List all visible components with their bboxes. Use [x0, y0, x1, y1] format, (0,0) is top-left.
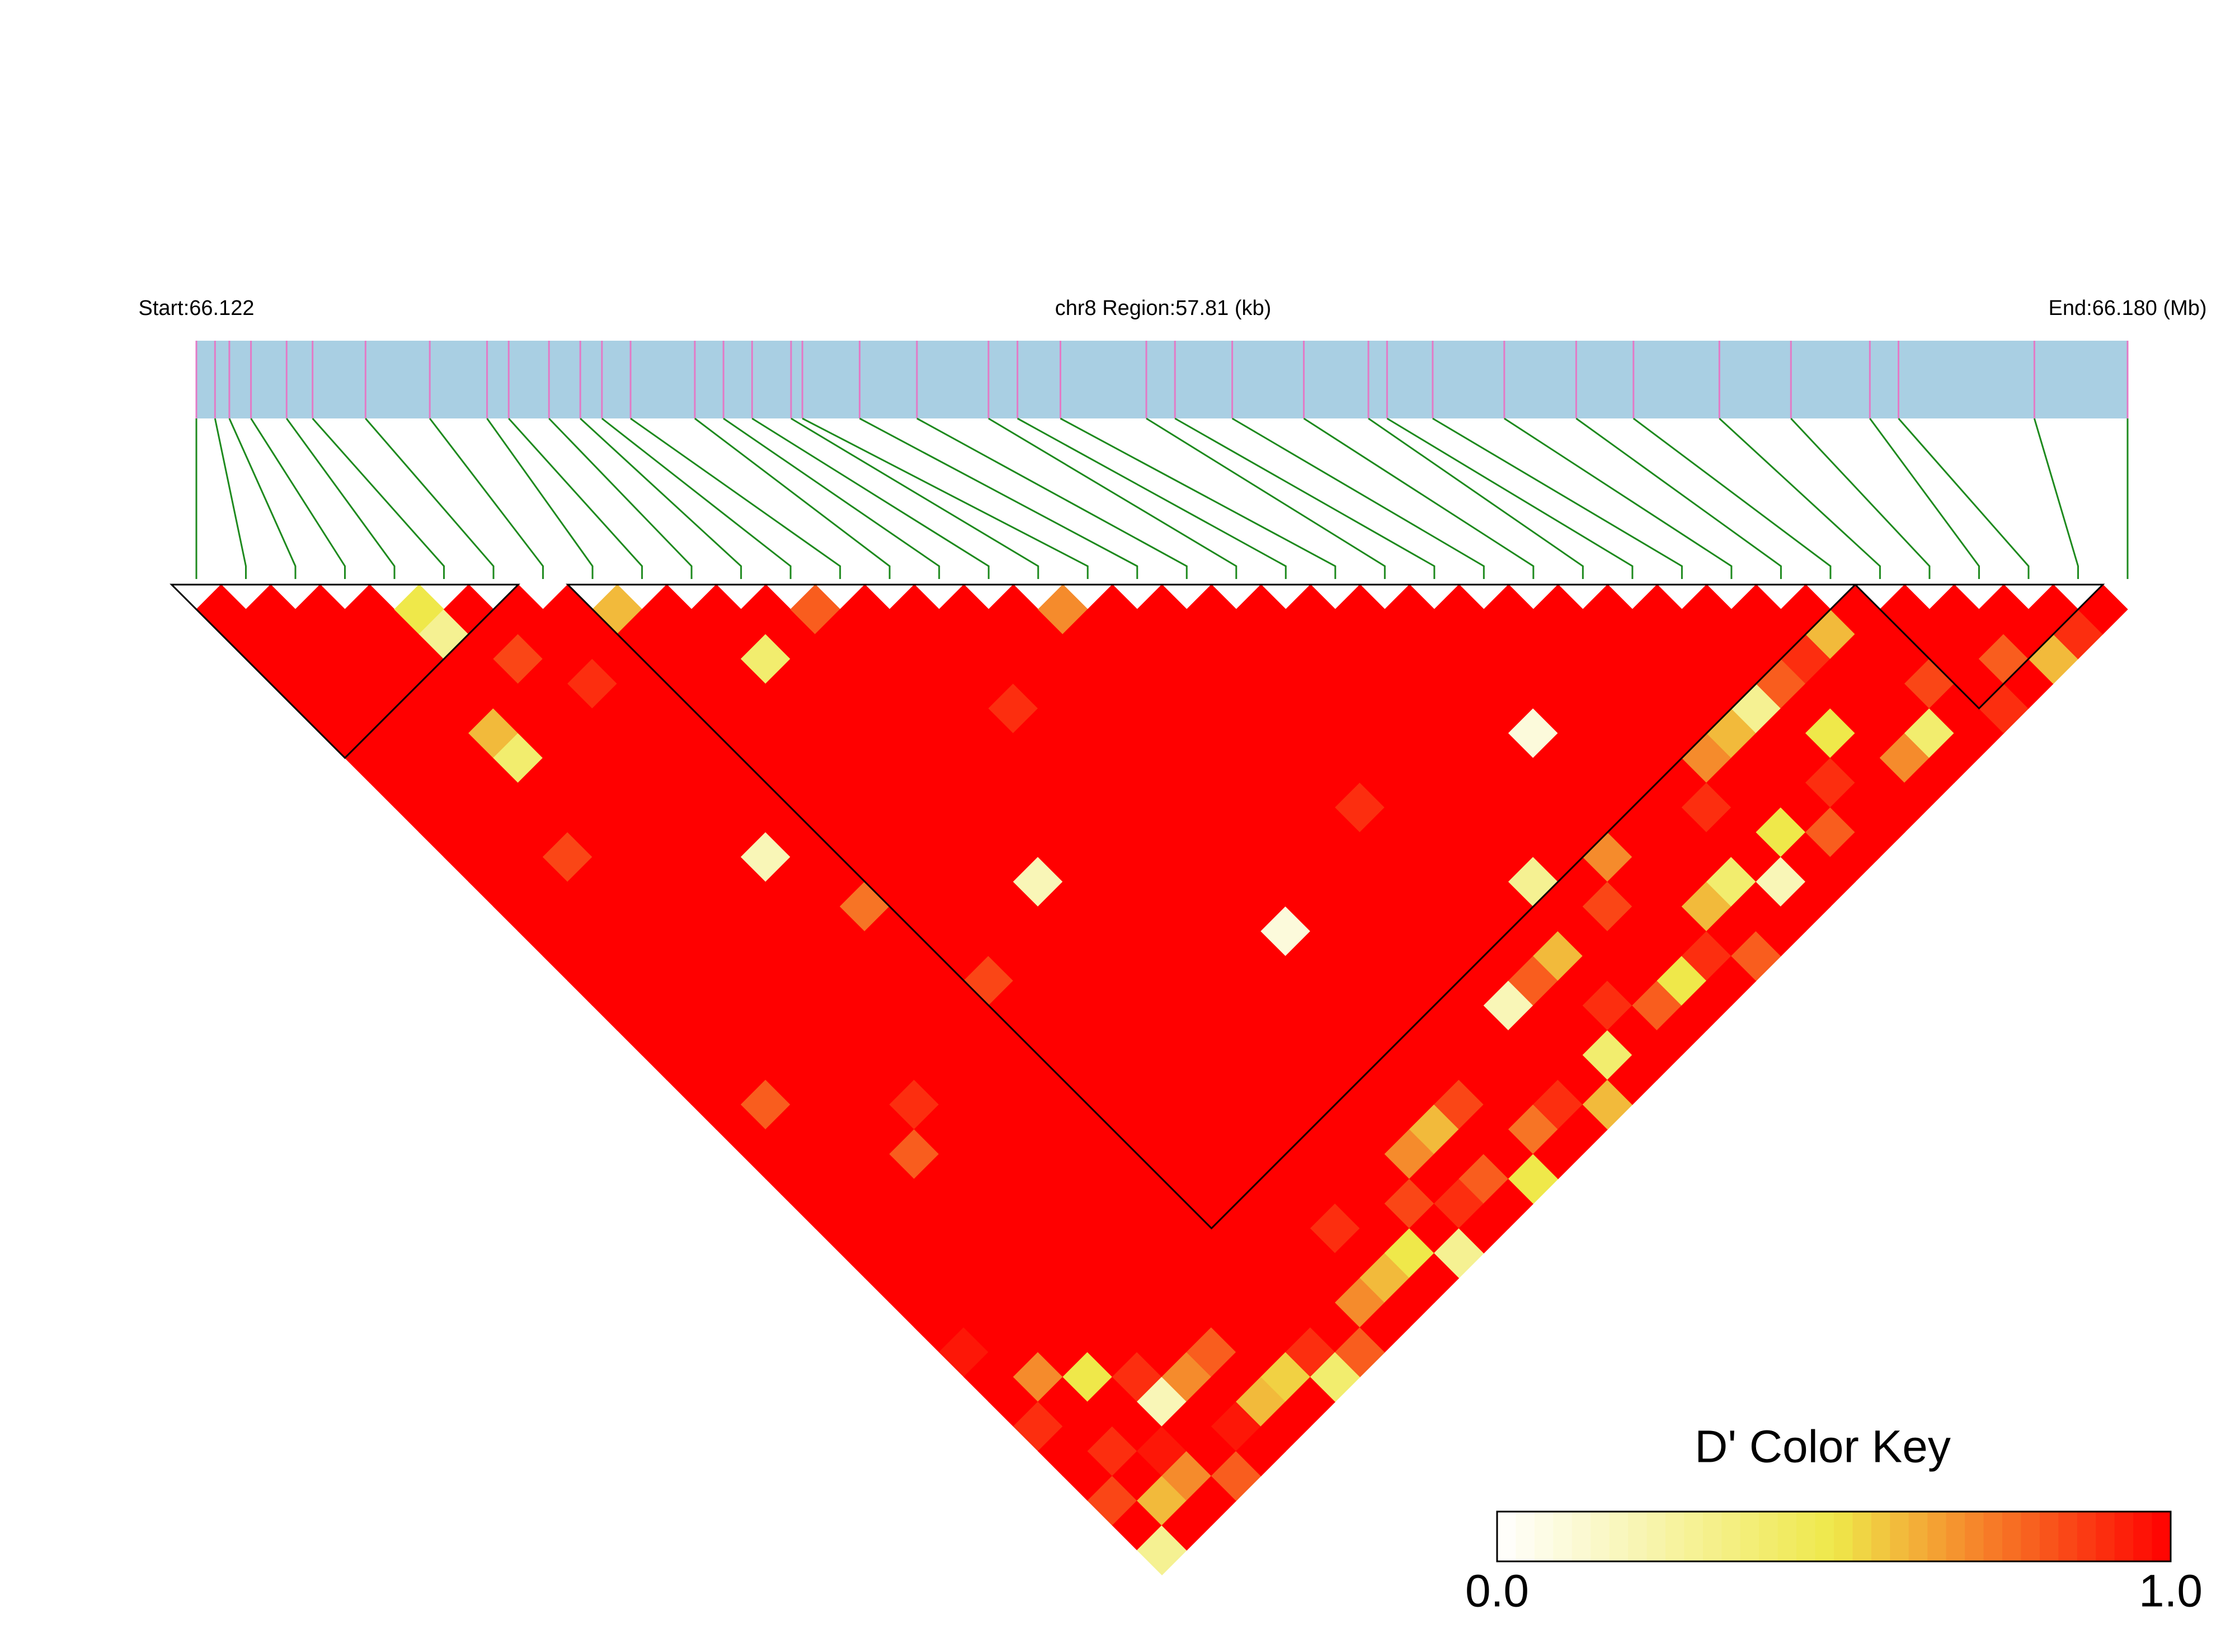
- color-key-swatch: [1927, 1512, 1947, 1561]
- snp-connector: [286, 418, 396, 579]
- color-key-swatch: [1983, 1512, 2003, 1561]
- color-key-swatch: [1646, 1512, 1666, 1561]
- color-key-swatch: [2133, 1512, 2153, 1561]
- snp-connector: [312, 418, 445, 579]
- snp-connector: [1303, 417, 1535, 579]
- snp-connector: [548, 417, 693, 579]
- snp-connector: [228, 418, 297, 579]
- snp-connector: [859, 417, 1138, 579]
- color-key-swatch: [1553, 1512, 1573, 1561]
- region-track: [196, 341, 2128, 418]
- color-key-frame: [1496, 1510, 2172, 1562]
- snp-connector: [580, 417, 742, 579]
- color-key-swatch: [1684, 1512, 1704, 1561]
- snp-connector: [1432, 417, 1683, 579]
- snp-connector: [1017, 417, 1287, 579]
- snp-connector: [916, 417, 1188, 579]
- color-key-swatch: [1571, 1512, 1592, 1561]
- color-key-swatch: [1890, 1512, 1909, 1561]
- ld-block: [170, 583, 520, 759]
- snp-connector: [1790, 417, 1931, 579]
- color-key-swatch: [1665, 1512, 1685, 1561]
- color-key-swatch: [1740, 1512, 1760, 1561]
- color-key-swatch: [1965, 1512, 1984, 1561]
- color-key-swatch: [1609, 1512, 1629, 1561]
- color-key-swatch: [1497, 1512, 1517, 1561]
- snp-connector: [1869, 418, 1980, 579]
- color-key-swatch: [1516, 1512, 1535, 1561]
- color-key-swatch: [1702, 1512, 1723, 1561]
- color-key-swatch: [1852, 1512, 1872, 1561]
- snp-connector: [1368, 417, 1584, 579]
- color-key-swatch: [2152, 1512, 2171, 1561]
- start-label: Start:66.122: [138, 296, 254, 320]
- snp-connector: [1898, 418, 2030, 579]
- color-key-swatch: [1591, 1512, 1610, 1561]
- color-key-swatch: [1759, 1512, 1778, 1561]
- color-key-swatch: [1796, 1512, 1816, 1561]
- ld-block: [1853, 583, 2105, 710]
- color-key-swatch: [1628, 1512, 1648, 1561]
- color-key-swatch: [1946, 1512, 1966, 1561]
- snp-connector: [802, 417, 1089, 579]
- snp-connector: [1575, 417, 1782, 579]
- snp-connector: [1386, 417, 1634, 579]
- color-key-swatch: [2058, 1512, 2078, 1561]
- snp-connector: [1060, 417, 1337, 579]
- color-key-label: 0.0: [1465, 1566, 1529, 1617]
- snp-connector: [723, 417, 940, 579]
- snp-connector: [1174, 417, 1436, 579]
- color-key-swatch: [2002, 1512, 2022, 1561]
- snp-connector: [1504, 417, 1733, 579]
- snp-connector: [508, 417, 643, 579]
- snp-connector: [694, 417, 891, 579]
- snp-connector: [601, 417, 792, 579]
- color-key-swatch: [1777, 1512, 1798, 1561]
- ld-block: [566, 583, 1857, 1230]
- snp-connector: [2033, 418, 2079, 579]
- snp-connector: [486, 418, 594, 579]
- snp-connector: [791, 417, 1039, 579]
- color-key-title: D' Color Key: [1695, 1422, 1951, 1472]
- snp-connector: [751, 417, 990, 579]
- color-key-swatch: [2021, 1512, 2040, 1561]
- color-key-swatch: [1815, 1512, 1834, 1561]
- chart-title: chr8 Region:57.81 (kb): [1055, 296, 1272, 320]
- snp-connector: [630, 417, 841, 579]
- color-key-swatch: [2096, 1512, 2115, 1561]
- end-label: End:66.180 (Mb): [2048, 296, 2206, 320]
- snp-connector: [365, 418, 495, 579]
- color-key-swatch: [1908, 1512, 1928, 1561]
- color-key-swatch: [2039, 1512, 2059, 1561]
- snp-connector: [214, 418, 247, 579]
- color-key-swatch: [2077, 1512, 2097, 1561]
- color-key-swatch: [1871, 1512, 1891, 1561]
- snp-connector: [1146, 417, 1386, 579]
- snp-connector: [1632, 417, 1832, 579]
- color-key-swatch: [1534, 1512, 1554, 1561]
- color-key-label: 1.0: [2139, 1566, 2203, 1617]
- snp-connector: [988, 417, 1238, 579]
- snp-connector: [250, 418, 346, 579]
- snp-connector: [429, 418, 544, 579]
- color-key-swatch: [1834, 1512, 1853, 1561]
- color-key-swatch: [2114, 1512, 2134, 1561]
- snp-connector: [1719, 417, 1881, 579]
- color-key-swatch: [1721, 1512, 1741, 1561]
- snp-connector: [1231, 417, 1485, 579]
